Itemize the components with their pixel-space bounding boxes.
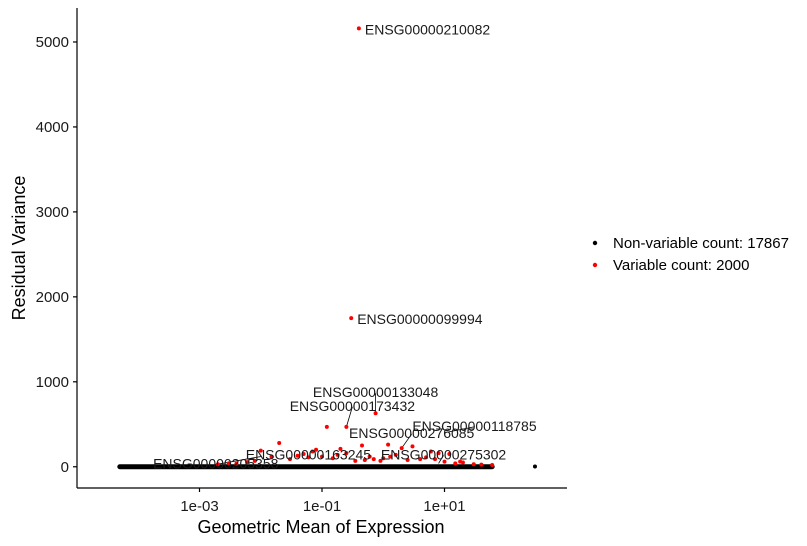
gene-label: ENSG00000173432	[290, 398, 416, 414]
variable-point	[453, 461, 458, 466]
annotation-connector	[444, 426, 475, 434]
variable-point	[226, 461, 231, 466]
legend: Non-variable count: 17867 Variable count:…	[592, 235, 789, 274]
non-variable-point	[226, 464, 231, 469]
non-variable-point	[117, 464, 122, 469]
variable-point	[295, 453, 300, 458]
x-ticks: 1e-03 1e-01 1e+01	[180, 488, 466, 515]
variable-point	[362, 457, 367, 462]
variable-point	[320, 454, 324, 459]
non-variable-point	[165, 464, 170, 469]
annotation-connectors	[215, 393, 475, 465]
variable-point	[306, 455, 311, 460]
gene-label: ENSG00000205358	[153, 456, 279, 472]
variable-point	[381, 456, 386, 461]
variable-point	[234, 461, 239, 466]
variable-point	[373, 411, 378, 416]
variable-point	[269, 454, 274, 459]
variable-point	[490, 463, 495, 468]
y-tick-label: 3000	[36, 204, 69, 221]
non-variable-point	[442, 464, 447, 469]
variable-point	[458, 459, 463, 464]
variable-point	[388, 454, 393, 459]
annotation-connector	[345, 406, 353, 427]
gene-label: ENSG00000163245	[246, 447, 372, 463]
y-tick-label: 5000	[36, 34, 69, 51]
legend-label: Non-variable count: 17867	[613, 235, 789, 252]
variable-point	[344, 451, 349, 456]
legend-key	[592, 262, 598, 268]
non-variable-point	[136, 464, 141, 469]
variable-point	[258, 448, 263, 453]
variable-point	[367, 454, 372, 459]
variable-point	[349, 316, 354, 321]
y-tick-label: 1000	[36, 374, 69, 391]
variable-point	[371, 457, 376, 462]
variable-point	[378, 458, 383, 463]
legend-label: Variable count: 2000	[613, 257, 750, 274]
variable-point	[436, 451, 441, 456]
non-variable-point	[410, 464, 415, 469]
variable-point	[393, 452, 398, 457]
gene-annotations: ENSG00000210082 ENSG00000099994 ENSG000001…	[153, 21, 537, 471]
variable-point	[360, 443, 365, 448]
gene-label: ENSG00000099994	[357, 311, 483, 327]
annotation-connector	[401, 433, 413, 449]
variable-point	[479, 462, 484, 467]
non-variable-point	[381, 464, 386, 469]
variable-point	[386, 442, 391, 447]
gene-label: ENSG00000133048	[313, 384, 439, 400]
y-axis-title: Residual Variance	[9, 176, 29, 321]
x-tick-label: 1e+01	[423, 498, 465, 515]
non-variable-point	[532, 464, 537, 469]
variable-point	[252, 458, 257, 463]
variable-point	[310, 449, 315, 454]
legend-key	[592, 240, 598, 246]
variable-point	[277, 440, 282, 445]
gene-label: ENSG00000275302	[381, 446, 507, 462]
y-tick-label: 2000	[36, 289, 69, 306]
variable-point	[344, 424, 349, 429]
variable-point	[353, 458, 358, 463]
variable-point	[447, 452, 452, 457]
variable-point	[428, 449, 433, 454]
variable-point	[471, 462, 476, 467]
non-variable-point	[349, 464, 354, 469]
variable-point	[405, 457, 410, 462]
x-tick-label: 1e-01	[303, 498, 341, 515]
non-variable-point	[287, 464, 292, 469]
variable-point	[433, 457, 438, 462]
variable-point	[330, 456, 335, 461]
variable-point	[442, 459, 447, 464]
x-tick-label: 1e-03	[180, 498, 218, 515]
variable-point	[301, 452, 306, 457]
gene-label: ENSG00000118785	[412, 418, 536, 434]
non-variable-point	[197, 464, 202, 469]
gene-label: ENSG00000210082	[365, 21, 491, 37]
annotation-connector	[438, 455, 444, 464]
annotation-connector	[215, 456, 261, 465]
y-ticks: 0 1000 2000 3000 4000 5000	[36, 34, 77, 476]
variable-point	[356, 26, 361, 31]
y-tick-label: 4000	[36, 119, 69, 136]
non-variable-point	[258, 464, 263, 469]
non-variable-point	[320, 464, 324, 469]
variable-point	[287, 457, 292, 462]
y-tick-label: 0	[61, 459, 69, 476]
variable-point	[418, 457, 423, 462]
variable-point	[424, 455, 429, 460]
variable-point	[324, 424, 329, 429]
variable-point	[410, 444, 415, 449]
x-axis-title: Geometric Mean of Expression	[197, 517, 444, 537]
variable-point	[314, 447, 319, 452]
variable-point	[399, 446, 404, 451]
variable-point	[338, 446, 343, 451]
variable-point	[245, 460, 250, 465]
data-points	[117, 26, 537, 470]
gene-label: ENSG00000276085	[349, 425, 475, 441]
plot-axes: 0 1000 2000 3000 4000 5000 1e-03 1e-01 1e+01	[36, 8, 567, 515]
variable-point	[335, 452, 340, 457]
variable-point	[215, 462, 220, 467]
